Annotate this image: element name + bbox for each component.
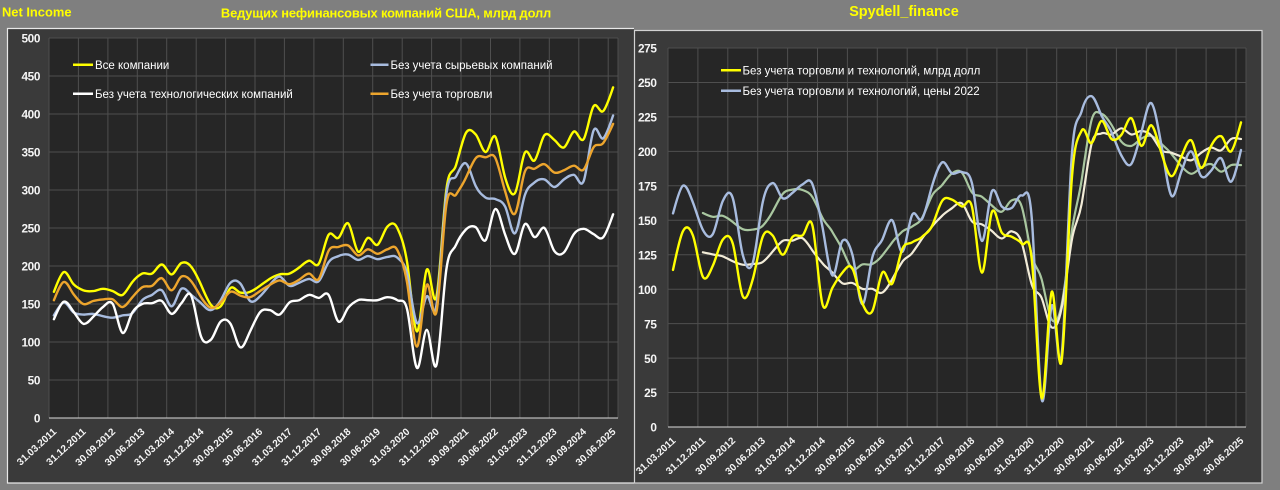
svg-text:100: 100 bbox=[638, 283, 657, 297]
svg-text:75: 75 bbox=[644, 317, 657, 331]
svg-text:0: 0 bbox=[34, 412, 41, 426]
svg-text:Net Income: Net Income bbox=[2, 5, 71, 20]
svg-text:Ведущих нефинансовых компаний: Ведущих нефинансовых компаний США, млрд … bbox=[221, 5, 551, 20]
svg-text:150: 150 bbox=[22, 298, 41, 312]
svg-text:175: 175 bbox=[638, 180, 657, 194]
svg-text:Без учета торговли и технологи: Без учета торговли и технологий, цены 20… bbox=[743, 86, 980, 98]
svg-text:50: 50 bbox=[28, 374, 41, 388]
svg-text:400: 400 bbox=[22, 108, 41, 122]
svg-text:Без учета торговли: Без учета торговли bbox=[391, 89, 493, 101]
svg-text:100: 100 bbox=[22, 336, 41, 350]
svg-text:125: 125 bbox=[638, 248, 657, 262]
svg-text:25: 25 bbox=[644, 386, 657, 400]
svg-text:350: 350 bbox=[22, 146, 41, 160]
svg-text:500: 500 bbox=[22, 32, 41, 46]
svg-text:300: 300 bbox=[22, 184, 41, 198]
svg-text:150: 150 bbox=[638, 214, 657, 228]
svg-text:Без учета технологических комп: Без учета технологических компаний bbox=[95, 89, 293, 101]
svg-text:Без учета сырьевых компаний: Без учета сырьевых компаний bbox=[391, 60, 553, 72]
svg-text:Spydell_finance: Spydell_finance bbox=[849, 4, 959, 20]
svg-text:250: 250 bbox=[638, 76, 657, 90]
svg-text:Без учета торговли и технологи: Без учета торговли и технологий, млрд до… bbox=[743, 65, 981, 77]
svg-text:50: 50 bbox=[644, 352, 657, 366]
svg-text:450: 450 bbox=[22, 70, 41, 84]
svg-text:0: 0 bbox=[650, 421, 657, 435]
svg-text:275: 275 bbox=[638, 42, 657, 56]
svg-text:225: 225 bbox=[638, 111, 657, 125]
svg-text:200: 200 bbox=[22, 260, 41, 274]
svg-text:Все компании: Все компании bbox=[95, 60, 169, 72]
svg-text:250: 250 bbox=[22, 222, 41, 236]
svg-text:200: 200 bbox=[638, 145, 657, 159]
